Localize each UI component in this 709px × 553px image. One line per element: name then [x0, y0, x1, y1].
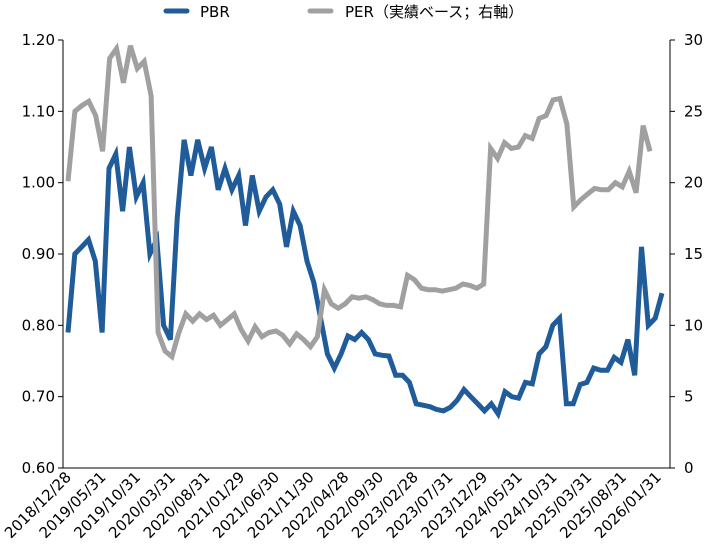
right-tick-label: 20 — [684, 174, 703, 192]
legend: PBR PER（実績ベース；右軸） — [163, 3, 523, 21]
series-line-per — [65, 42, 653, 362]
right-tick-label: 15 — [684, 245, 703, 263]
right-axis-ticks: 0 5 10 15 20 25 30 — [670, 31, 703, 477]
left-tick-label: 0.90 — [22, 245, 55, 263]
legend-label-per: PER（実績ベース；右軸） — [345, 3, 523, 21]
series-lines — [65, 42, 665, 420]
right-tick-label: 25 — [684, 102, 703, 120]
right-tick-label: 5 — [684, 388, 694, 406]
x-axis-ticks: 2018/12/282019/05/312019/10/312020/03/31… — [1, 468, 665, 542]
left-axis-ticks: 0.60 0.70 0.80 0.90 1.00 1.10 1.20 — [22, 31, 63, 477]
left-tick-label: 0.70 — [22, 388, 55, 406]
right-tick-label: 30 — [684, 31, 703, 49]
right-tick-label: 0 — [684, 459, 694, 477]
left-tick-label: 1.00 — [22, 174, 55, 192]
right-tick-label: 10 — [684, 316, 703, 334]
left-tick-label: 1.10 — [22, 102, 55, 120]
legend-label-pbr: PBR — [200, 3, 230, 21]
left-tick-label: 0.80 — [22, 316, 55, 334]
left-tick-label: 1.20 — [22, 31, 55, 49]
left-tick-label: 0.60 — [22, 459, 55, 477]
series-line-pbr — [65, 139, 665, 420]
